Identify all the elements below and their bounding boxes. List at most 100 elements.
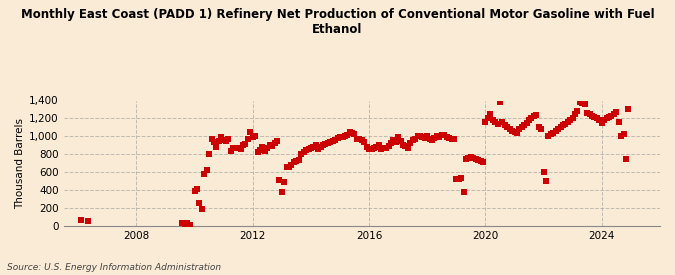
Point xyxy=(315,145,326,149)
Point xyxy=(196,207,207,211)
Point xyxy=(419,136,430,140)
Point xyxy=(448,137,459,141)
Point xyxy=(475,158,486,163)
Point xyxy=(223,136,234,141)
Point xyxy=(82,219,93,224)
Text: Monthly East Coast (PADD 1) Refinery Net Production of Conventional Motor Gasoli: Monthly East Coast (PADD 1) Refinery Net… xyxy=(21,8,654,36)
Point xyxy=(621,157,632,161)
Point xyxy=(281,165,292,169)
Point xyxy=(533,125,544,130)
Point xyxy=(199,172,210,176)
Point xyxy=(352,137,362,141)
Point xyxy=(177,221,188,226)
Point xyxy=(354,137,364,142)
Point xyxy=(371,144,382,149)
Point xyxy=(381,146,392,151)
Point xyxy=(325,139,335,144)
Point xyxy=(286,163,297,167)
Point xyxy=(485,112,495,116)
Point xyxy=(577,101,588,105)
Point xyxy=(376,147,387,152)
Point xyxy=(414,134,425,139)
Point xyxy=(271,139,282,143)
Point xyxy=(327,139,338,143)
Point xyxy=(601,116,612,120)
Point xyxy=(192,187,202,191)
Point xyxy=(313,147,323,151)
Point xyxy=(388,138,399,142)
Point xyxy=(405,141,416,145)
Point xyxy=(591,116,602,120)
Point xyxy=(402,145,413,150)
Point xyxy=(458,190,469,194)
Point xyxy=(618,132,629,137)
Point xyxy=(478,160,489,164)
Point xyxy=(288,160,299,164)
Point xyxy=(519,123,530,128)
Point xyxy=(529,114,539,119)
Point xyxy=(206,137,217,141)
Point xyxy=(514,127,524,131)
Point xyxy=(483,116,493,120)
Point xyxy=(584,112,595,116)
Point xyxy=(235,147,246,151)
Point xyxy=(572,109,583,113)
Point xyxy=(495,99,506,104)
Point xyxy=(468,156,479,160)
Point xyxy=(247,135,258,140)
Point xyxy=(250,134,261,138)
Point xyxy=(366,147,377,151)
Point xyxy=(521,120,532,125)
Point xyxy=(431,134,442,138)
Point xyxy=(451,177,462,182)
Point xyxy=(526,116,537,120)
Point xyxy=(238,143,248,147)
Point xyxy=(489,120,500,124)
Point xyxy=(277,190,288,194)
Point xyxy=(347,131,358,135)
Point xyxy=(194,201,205,206)
Point xyxy=(303,147,314,151)
Point xyxy=(623,107,634,111)
Point xyxy=(216,134,227,139)
Point xyxy=(294,157,304,162)
Point xyxy=(548,130,559,135)
Point xyxy=(257,145,268,149)
Point xyxy=(242,137,253,142)
Point xyxy=(274,178,285,182)
Point xyxy=(269,141,280,146)
Point xyxy=(390,140,401,144)
Point xyxy=(342,133,352,137)
Point xyxy=(221,139,232,144)
Point xyxy=(233,146,244,150)
Point xyxy=(407,138,418,142)
Point xyxy=(310,143,321,147)
Point xyxy=(434,135,445,139)
Point xyxy=(597,120,608,125)
Point xyxy=(611,110,622,114)
Point xyxy=(308,145,319,149)
Point xyxy=(218,138,229,142)
Point xyxy=(306,146,317,150)
Point xyxy=(201,168,212,172)
Point xyxy=(252,149,263,154)
Point xyxy=(422,134,433,139)
Point xyxy=(531,112,542,117)
Point xyxy=(265,143,275,148)
Point xyxy=(240,141,251,146)
Point xyxy=(550,129,561,133)
Point xyxy=(298,150,309,155)
Point xyxy=(516,125,527,130)
Point xyxy=(359,140,370,144)
Point xyxy=(480,120,491,125)
Point xyxy=(279,180,290,184)
Point xyxy=(567,116,578,120)
Point xyxy=(443,136,454,140)
Point xyxy=(361,145,372,149)
Point xyxy=(536,127,547,131)
Point xyxy=(512,130,522,135)
Y-axis label: Thousand Barrels: Thousand Barrels xyxy=(15,118,25,209)
Point xyxy=(543,134,554,138)
Point xyxy=(349,132,360,136)
Point xyxy=(545,132,556,137)
